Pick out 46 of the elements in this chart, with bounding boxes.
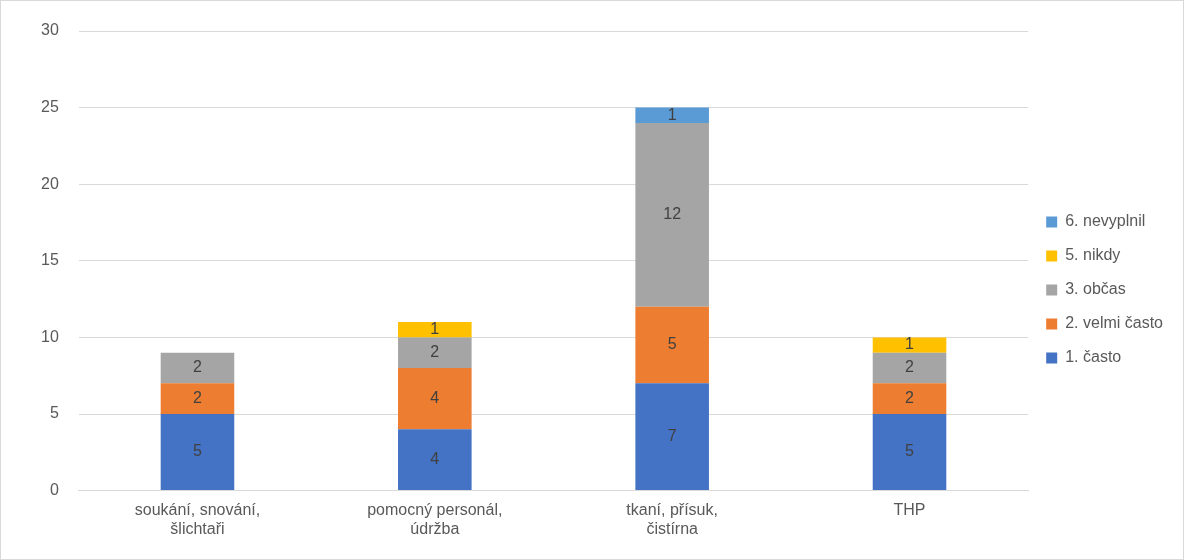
bar — [872, 337, 947, 353]
data-label: 1 — [667, 105, 677, 123]
y-tick-label: 5 — [49, 404, 59, 422]
bar — [160, 414, 235, 491]
data-label: 4 — [430, 389, 440, 407]
x-tick-label: THP — [893, 500, 926, 518]
data-label: 1 — [905, 335, 915, 353]
bar — [872, 414, 947, 491]
y-tick-label: 25 — [41, 98, 59, 116]
legend-label: 1. často — [1065, 348, 1122, 366]
data-label: 2 — [905, 358, 915, 376]
bar — [398, 337, 472, 369]
bar — [160, 352, 235, 384]
bar — [872, 383, 947, 414]
y-tick-label: 15 — [41, 251, 59, 269]
bar — [398, 368, 472, 430]
bar — [398, 429, 472, 491]
bar — [635, 107, 709, 123]
data-label: 5 — [667, 335, 677, 353]
y-tick-label: 10 — [41, 327, 59, 345]
y-tick-label: 30 — [41, 21, 59, 39]
data-label: 12 — [663, 205, 682, 223]
bar — [398, 322, 472, 338]
data-label: 2 — [193, 358, 203, 376]
data-label: 2 — [193, 389, 203, 407]
data-label: 2 — [905, 389, 915, 407]
bar — [635, 122, 709, 307]
data-label: 7 — [667, 427, 677, 445]
x-tick-label: tkaní, přísuk, čistírna — [626, 500, 718, 537]
legend-label: 2. velmi často — [1065, 314, 1164, 332]
y-tick-label: 0 — [49, 481, 59, 499]
y-tick-label: 20 — [41, 174, 59, 192]
bar — [160, 383, 235, 414]
data-label: 4 — [430, 450, 440, 468]
x-tick-label: soukání, snování, šlichtaři — [134, 500, 261, 537]
legend-label: 5. nikdy — [1065, 246, 1121, 264]
data-label: 5 — [193, 442, 203, 460]
data-label: 2 — [430, 343, 440, 361]
data-label: 1 — [430, 320, 440, 338]
bar — [635, 306, 709, 384]
x-tick-label: pomocný personál, údržba — [367, 500, 503, 537]
bar — [635, 383, 709, 491]
data-label: 5 — [905, 442, 915, 460]
legend-label: 6. nevyplnil — [1065, 212, 1146, 230]
bar — [872, 352, 947, 384]
legend-label: 3. občas — [1065, 280, 1126, 298]
